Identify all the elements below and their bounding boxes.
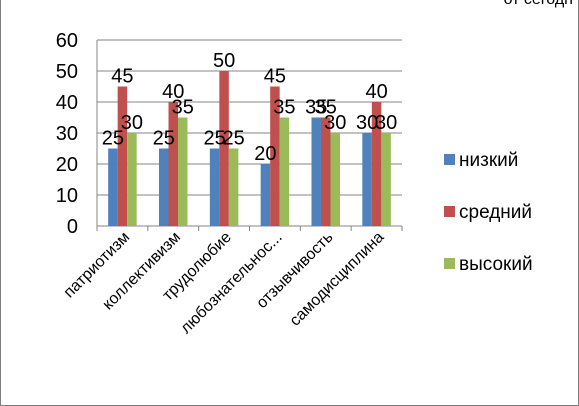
bar-средний-самодисциплина	[371, 102, 382, 226]
bar-низкий-любознательнос...	[260, 164, 271, 226]
axes	[96, 40, 403, 231]
data-label: 20	[254, 143, 276, 165]
data-label: 45	[111, 66, 133, 88]
gridlines	[97, 39, 402, 196]
bar-средний-отзывчивость	[321, 117, 331, 226]
y-tick-label: 20	[56, 154, 78, 176]
bar-высокий-трудолюбие	[228, 148, 239, 226]
data-label: 50	[213, 50, 235, 72]
bar-средний-патриотизм	[117, 86, 128, 226]
bar-высокий-любознательнос...	[279, 117, 290, 226]
x-tick-label: самодисциплина	[287, 229, 388, 330]
data-label: 30	[121, 112, 143, 134]
legend: низкий средний высокий	[444, 150, 533, 275]
legend-swatch	[444, 206, 455, 217]
bar-низкий-отзывчивость	[311, 117, 321, 226]
data-label: 35	[315, 97, 337, 119]
y-tick-label: 40	[56, 92, 78, 114]
legend-label: высокий	[459, 254, 533, 275]
data-label: 40	[162, 81, 184, 103]
data-label: 30	[375, 112, 397, 134]
y-tick-label: 50	[56, 61, 78, 83]
data-label: 35	[273, 97, 295, 119]
y-tick-label: 60	[56, 30, 78, 52]
bar-низкий-трудолюбие	[209, 148, 220, 226]
data-label: 35	[305, 97, 327, 119]
header-fragment: от сегодн	[504, 0, 573, 9]
bar-низкий-коллективизм	[159, 148, 169, 226]
y-tick-label: 10	[56, 185, 78, 207]
y-tick-label: 0	[67, 216, 78, 238]
legend-swatch	[444, 258, 455, 269]
y-tick-labels: 0 10 20 30 40 50 60	[56, 30, 78, 238]
legend-label: средний	[459, 202, 532, 223]
bar-низкий-патриотизм	[108, 148, 118, 226]
bar-низкий-самодисциплина	[362, 133, 372, 226]
y-tick-label: 30	[56, 123, 78, 145]
bars	[108, 71, 391, 226]
legend-label: низкий	[459, 150, 518, 171]
bar-средний-коллективизм	[168, 102, 178, 226]
data-label: 25	[102, 128, 124, 150]
data-label: 30	[356, 112, 378, 134]
bar-высокий-отзывчивость	[330, 133, 340, 226]
data-label: 25	[203, 128, 225, 150]
data-label: 25	[222, 128, 244, 150]
bar-средний-трудолюбие	[219, 71, 229, 226]
legend-swatch	[444, 154, 455, 165]
data-label: 30	[324, 112, 346, 134]
x-tick-labels: патриотизмколлективизмтрудолюбиелюбознат…	[61, 229, 388, 337]
data-label: 40	[365, 81, 387, 103]
data-label: 45	[264, 66, 286, 88]
data-label: 25	[153, 128, 175, 150]
bar-высокий-коллективизм	[178, 117, 188, 226]
bar-высокий-самодисциплина	[381, 133, 391, 226]
bar-высокий-патриотизм	[127, 133, 137, 226]
bar-средний-любознательнос...	[270, 86, 280, 226]
data-label: 35	[172, 97, 194, 119]
